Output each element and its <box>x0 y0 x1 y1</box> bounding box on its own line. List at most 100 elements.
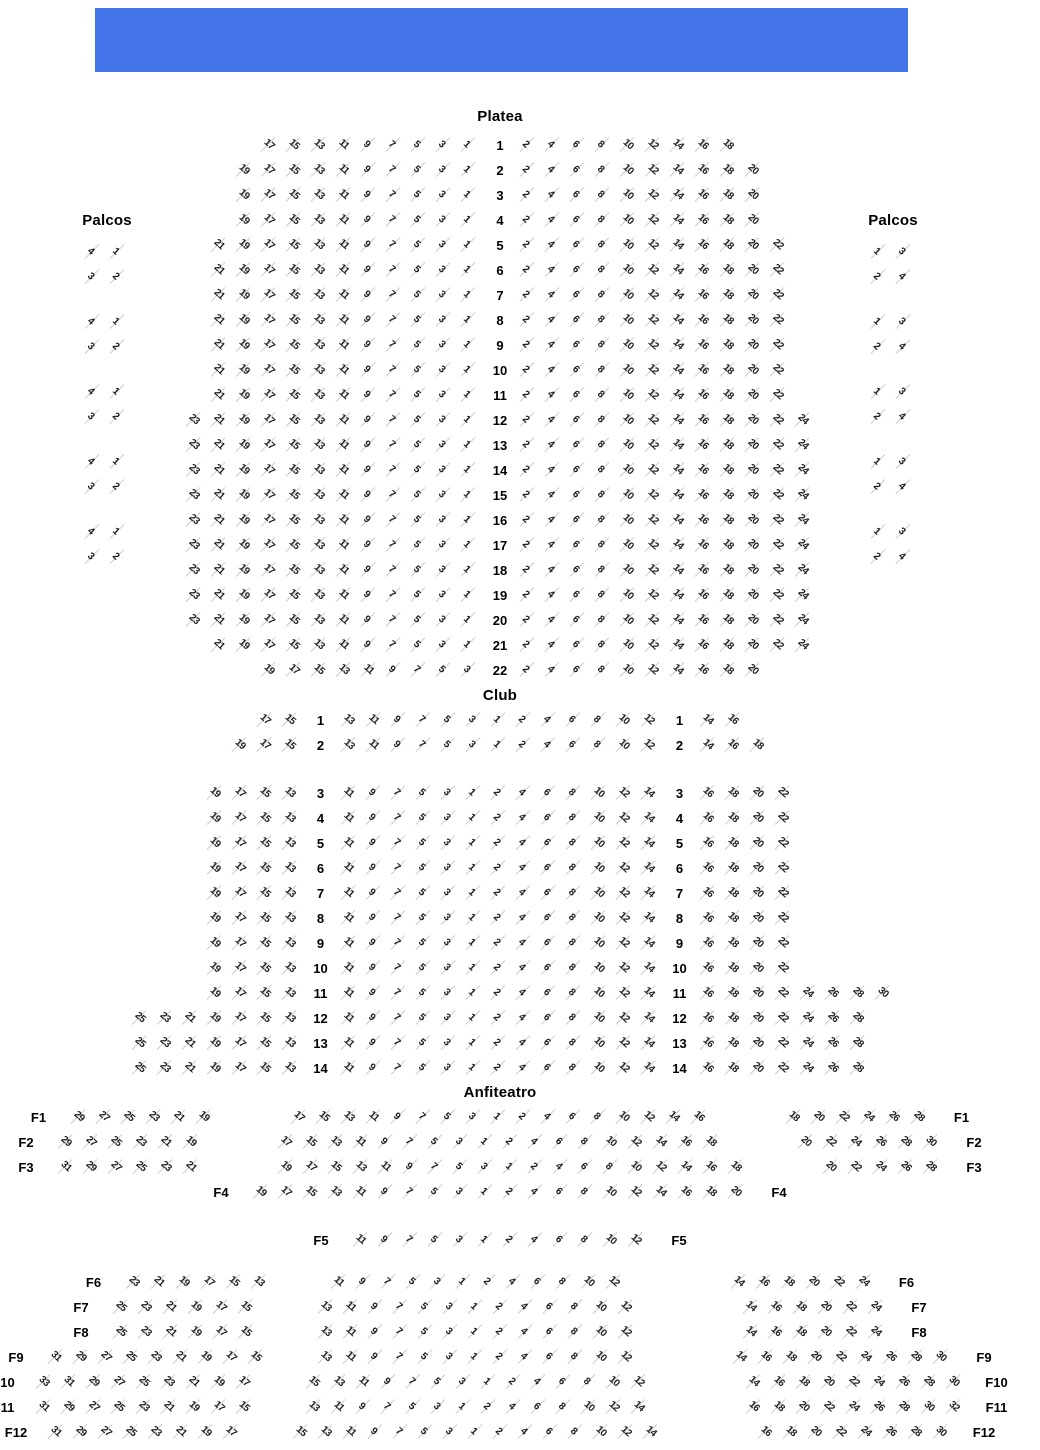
seat[interactable]: 11 <box>338 982 363 1006</box>
seat[interactable]: 4 <box>82 241 107 265</box>
seat[interactable]: 1 <box>458 459 483 483</box>
seat[interactable]: 20 <box>747 932 772 956</box>
seat[interactable]: 8 <box>592 384 617 408</box>
seat[interactable]: 28 <box>918 1371 943 1395</box>
seat[interactable]: 16 <box>692 259 717 283</box>
seat[interactable]: 12 <box>638 734 663 758</box>
seat[interactable]: 4 <box>503 1396 528 1420</box>
seat[interactable]: 11 <box>333 209 358 233</box>
seat[interactable]: 1 <box>458 259 483 283</box>
seat[interactable]: 15 <box>254 857 279 881</box>
seat[interactable]: 19 <box>233 609 258 633</box>
seat[interactable]: 15 <box>303 1371 328 1395</box>
seat[interactable]: 16 <box>692 159 717 183</box>
seat[interactable]: 7 <box>388 1057 413 1081</box>
seat[interactable]: 17 <box>275 1131 300 1155</box>
seat[interactable]: 4 <box>893 476 918 500</box>
seat[interactable]: 12 <box>613 832 638 856</box>
seat[interactable]: 17 <box>275 1181 300 1205</box>
seat[interactable]: 20 <box>742 659 767 683</box>
seat[interactable]: 10 <box>613 1106 638 1130</box>
seat[interactable]: 8 <box>592 584 617 608</box>
seat[interactable]: 4 <box>893 266 918 290</box>
seat[interactable]: 11 <box>338 957 363 981</box>
seat[interactable]: 14 <box>667 259 692 283</box>
seat[interactable]: 12 <box>628 1371 653 1395</box>
seat[interactable]: 14 <box>667 309 692 333</box>
seat[interactable]: 1 <box>458 134 483 158</box>
seat[interactable]: 16 <box>692 234 717 258</box>
seat[interactable]: 8 <box>592 609 617 633</box>
seat[interactable]: 20 <box>820 1156 845 1180</box>
seat[interactable]: 16 <box>755 1421 780 1445</box>
seat[interactable]: 4 <box>542 434 567 458</box>
seat[interactable]: 3 <box>433 159 458 183</box>
seat[interactable]: 7 <box>383 634 408 658</box>
seat[interactable]: 10 <box>588 832 613 856</box>
seat[interactable]: 19 <box>204 907 229 931</box>
seat[interactable]: 9 <box>353 1396 378 1420</box>
seat[interactable]: 20 <box>747 1057 772 1081</box>
seat[interactable]: 19 <box>204 1032 229 1056</box>
seat[interactable]: 15 <box>254 957 279 981</box>
seat[interactable]: 6 <box>567 134 592 158</box>
seat[interactable]: 2 <box>488 957 513 981</box>
seat[interactable]: 1 <box>465 1421 490 1445</box>
seat[interactable]: 2 <box>488 907 513 931</box>
seat[interactable]: 17 <box>258 284 283 308</box>
seat[interactable]: 20 <box>742 384 767 408</box>
seat[interactable]: 3 <box>450 1229 475 1253</box>
seat[interactable]: 7 <box>383 234 408 258</box>
seat[interactable]: 24 <box>853 1271 878 1295</box>
seat[interactable]: 1 <box>458 434 483 458</box>
seat[interactable]: 31 <box>55 1156 80 1180</box>
seat[interactable]: 17 <box>283 659 308 683</box>
seat[interactable]: 19 <box>204 982 229 1006</box>
seat[interactable]: 18 <box>790 1321 815 1345</box>
seat[interactable]: 8 <box>575 1229 600 1253</box>
seat[interactable]: 22 <box>828 1271 853 1295</box>
seat[interactable]: 18 <box>700 1131 725 1155</box>
seat[interactable]: 9 <box>375 1229 400 1253</box>
seat[interactable]: 10 <box>617 359 642 383</box>
seat[interactable]: 21 <box>208 434 233 458</box>
seat[interactable]: 5 <box>413 807 438 831</box>
seat[interactable]: 17 <box>258 209 283 233</box>
seat[interactable]: 11 <box>338 1057 363 1081</box>
seat[interactable]: 4 <box>82 451 107 475</box>
seat[interactable]: 6 <box>567 534 592 558</box>
seat[interactable]: 3 <box>433 434 458 458</box>
seat[interactable]: 13 <box>350 1156 375 1180</box>
seat[interactable]: 24 <box>855 1346 880 1370</box>
seat[interactable]: 2 <box>517 134 542 158</box>
seat[interactable]: 13 <box>308 384 333 408</box>
seat[interactable]: 18 <box>780 1346 805 1370</box>
seat[interactable]: 10 <box>617 634 642 658</box>
seat[interactable]: 31 <box>58 1371 83 1395</box>
seat[interactable]: 13 <box>308 409 333 433</box>
seat[interactable]: 13 <box>279 882 304 906</box>
seat[interactable]: 18 <box>768 1396 793 1420</box>
seat[interactable]: 20 <box>815 1296 840 1320</box>
seat[interactable]: 7 <box>383 159 408 183</box>
seat[interactable]: 9 <box>358 409 383 433</box>
seat[interactable]: 14 <box>638 807 663 831</box>
seat[interactable]: 15 <box>254 832 279 856</box>
seat[interactable]: 10 <box>588 907 613 931</box>
seat[interactable]: 20 <box>803 1271 828 1295</box>
seat[interactable]: 9 <box>358 434 383 458</box>
seat[interactable]: 4 <box>542 559 567 583</box>
seat[interactable]: 12 <box>642 309 667 333</box>
seat[interactable]: 14 <box>663 1106 688 1130</box>
seat[interactable]: 1 <box>488 709 513 733</box>
seat[interactable]: 11 <box>333 334 358 358</box>
seat[interactable]: 11 <box>340 1421 365 1445</box>
seat[interactable]: 29 <box>70 1421 95 1445</box>
seat[interactable]: 4 <box>542 584 567 608</box>
seat[interactable]: 18 <box>717 359 742 383</box>
seat[interactable]: 21 <box>208 509 233 533</box>
seat[interactable]: 17 <box>258 609 283 633</box>
seat[interactable]: 6 <box>550 1131 575 1155</box>
seat[interactable]: 18 <box>717 509 742 533</box>
seat[interactable]: 4 <box>542 484 567 508</box>
